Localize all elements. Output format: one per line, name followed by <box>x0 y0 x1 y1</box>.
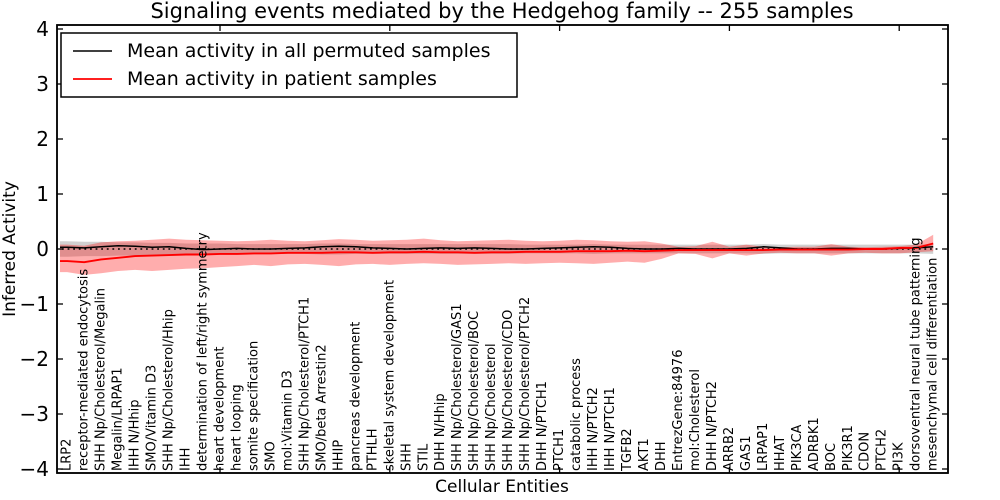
y-tick-label: −3 <box>20 402 49 426</box>
x-category-label: DHH <box>654 441 669 471</box>
x-category-label: SHH <box>399 443 414 471</box>
x-category-label: SHH Np/Cholesterol/CDO <box>501 310 516 471</box>
x-category-label: PTCH1 <box>552 429 567 471</box>
permuted-mean-line <box>60 244 934 251</box>
plot-area-border-overlay <box>56 24 949 474</box>
legend-box: Mean activity in all permuted samples Me… <box>60 32 518 98</box>
x-category-label: BOC <box>824 443 839 471</box>
x-category-label: PTHLH <box>365 428 380 471</box>
patient-mean-line <box>60 242 934 264</box>
y-tick-labels: −4 −3 −2 −1 0 1 2 3 4 <box>20 17 49 481</box>
x-category-label: SHH Np/Cholesterol/PTCH1 <box>297 297 312 471</box>
legend-border <box>60 32 518 98</box>
x-category-label: SHH Np/Cholesterol/GAS1 <box>450 303 465 471</box>
y-tick-label: −4 <box>20 457 49 481</box>
x-category-label: SHH Np/Cholesterol/Hhip <box>162 309 177 471</box>
x-category-label: CDON <box>858 432 873 471</box>
x-category-label: SHH Np/Cholesterol <box>484 343 499 471</box>
x-category-label: SMO <box>263 441 278 471</box>
y-axis-label: Inferred Activity <box>0 181 20 317</box>
x-category-label: DHH N/PTCH2 <box>705 381 720 471</box>
x-category-label: GAS1 <box>739 436 754 472</box>
x-category-label: IHH N/Hhip <box>128 400 143 472</box>
x-category-label: EntrezGene:84976 <box>671 350 686 471</box>
y-tick-label: −1 <box>20 292 49 316</box>
x-category-label: skeletal system development <box>382 280 397 471</box>
patient-range-band <box>60 234 934 275</box>
y-tick-label: −2 <box>20 347 49 371</box>
x-category-label: PIK3R1 <box>841 425 856 471</box>
y-tick-label: 0 <box>36 237 49 261</box>
x-category-label: AKT1 <box>637 438 652 471</box>
x-category-label: LRPAP1 <box>756 423 771 471</box>
y-tick-label: 4 <box>36 17 49 41</box>
x-category-label: PI3K <box>892 442 907 471</box>
x-category-label: IHH N/PTCH1 <box>603 387 618 471</box>
x-category-label: STIL <box>416 443 431 471</box>
x-category-label: IHH <box>179 448 194 471</box>
chart-title: Signaling events mediated by the Hedgeho… <box>150 0 853 23</box>
legend-label-patient: Mean activity in patient samples <box>127 68 437 90</box>
x-category-label: catabolic process <box>569 358 584 471</box>
x-category-label: LRP2 <box>60 439 75 471</box>
x-category-label: SHH Np/Cholesterol/PTCH2 <box>518 297 533 471</box>
x-category-label: pancreas development <box>348 322 363 471</box>
x-category-label: mesenchymal cell differentiation <box>926 258 941 471</box>
x-category-label: DHH N/Hhip <box>433 393 448 471</box>
x-category-label: heart development <box>213 346 228 471</box>
x-category-label: PIK3CA <box>790 424 805 471</box>
y-tick-label: 3 <box>36 72 49 96</box>
x-category-label: SHH Np/Cholesterol/BOC <box>467 311 482 471</box>
x-category-label: receptor-mediated endocytosis <box>77 269 92 471</box>
x-category-label: IHH N/PTCH2 <box>586 387 601 471</box>
x-category-label: determination of left/right symmetry <box>196 232 211 471</box>
x-category-labels: LRP2 receptor-mediated endocytosis SHH Np/… <box>60 232 941 472</box>
y-tick-label: 1 <box>36 182 49 206</box>
x-category-label: TGFB2 <box>620 428 635 472</box>
x-category-label: DHH N/PTCH1 <box>535 381 550 471</box>
x-category-label: mol:Vitamin D3 <box>280 370 295 471</box>
x-category-label: HHAT <box>773 436 788 471</box>
x-category-label: Megalin/LRPAP1 <box>111 367 126 471</box>
legend-label-permuted: Mean activity in all permuted samples <box>127 40 490 62</box>
x-category-label: SHH Np/Cholesterol/Megalin <box>94 288 109 471</box>
x-axis-label: Cellular Entities <box>435 477 569 497</box>
x-category-label: PTCH2 <box>875 429 890 471</box>
x-category-label: ARRB2 <box>722 427 737 471</box>
x-category-label: ADRBK1 <box>807 417 822 471</box>
data-lines-layer <box>60 242 940 264</box>
x-category-label: mol:Cholesterol <box>688 369 703 471</box>
x-category-label: heart looping <box>230 384 245 471</box>
x-category-label: dorsoventral neural tube patterning <box>909 238 924 471</box>
x-category-label: HHIP <box>331 440 346 471</box>
y-tick-label: 2 <box>36 127 49 151</box>
x-category-label: SMO/beta Arrestin2 <box>314 344 329 471</box>
x-category-label: somite specification <box>247 341 262 471</box>
x-category-label: SMO/Vitamin D3 <box>145 365 160 471</box>
